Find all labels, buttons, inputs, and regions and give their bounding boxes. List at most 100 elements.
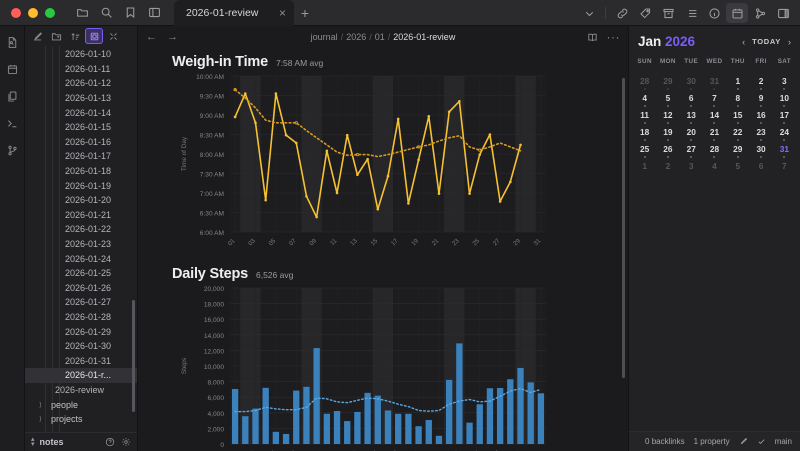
folder-tree-item-people[interactable]: ⟩ people xyxy=(25,397,137,412)
file-tree-item[interactable]: 2026-01-16 xyxy=(25,135,137,150)
help-icon[interactable] xyxy=(105,437,115,447)
file-tree[interactable]: 2026-01-10 2026-01-11 2026-01-12 2026-01-13… xyxy=(25,46,137,432)
calendar-day-cell[interactable]: 31 xyxy=(773,142,796,159)
window-controls[interactable] xyxy=(0,7,65,18)
calendar-day-cell[interactable]: 29 xyxy=(656,74,679,91)
file-tree-item[interactable]: 2026-01-29 xyxy=(25,324,137,339)
calendar-day-cell[interactable]: 19 xyxy=(656,125,679,142)
file-tree-item[interactable]: 2026-01-21 xyxy=(25,208,137,223)
calendar-day-cell[interactable]: 7 xyxy=(703,91,726,108)
forward-button[interactable]: → xyxy=(167,31,178,43)
calendar-day-cell[interactable]: 2 xyxy=(749,74,772,91)
calendar-day-cell[interactable]: 6 xyxy=(680,91,703,108)
file-tree-item[interactable]: 2026-01-25 xyxy=(25,266,137,281)
calendar-day-cell[interactable]: 23 xyxy=(749,125,772,142)
info-icon[interactable] xyxy=(703,3,725,23)
focus-icon[interactable] xyxy=(85,28,103,44)
calendar-day-cell[interactable]: 16 xyxy=(749,108,772,125)
file-tree-item[interactable]: 2026-01-20 xyxy=(25,193,137,208)
calendar-day-cell[interactable]: 17 xyxy=(773,108,796,125)
calendar-day-cell[interactable]: 29 xyxy=(726,142,749,159)
file-tree-item[interactable]: 2026-01-22 xyxy=(25,222,137,237)
collapse-all-icon[interactable] xyxy=(104,28,122,44)
calendar-day-cell[interactable]: 10 xyxy=(773,91,796,108)
file-tree-item[interactable]: 2026-01-14 xyxy=(25,105,137,120)
calendar-day-cell[interactable]: 18 xyxy=(633,125,656,142)
close-window-button[interactable] xyxy=(11,7,21,18)
breadcrumb-item[interactable]: 2026-01-review xyxy=(393,32,456,42)
archive-icon[interactable] xyxy=(657,3,679,23)
file-tree-item[interactable]: 2026-01-30 xyxy=(25,339,137,354)
chevron-right-icon[interactable]: ⟩ xyxy=(39,401,42,409)
file-tree-item[interactable]: 2026-01-27 xyxy=(25,295,137,310)
calendar-day-cell[interactable]: 8 xyxy=(726,91,749,108)
calendar-day-cell[interactable]: 13 xyxy=(680,108,703,125)
file-tree-item[interactable]: 2026-01-28 xyxy=(25,310,137,325)
file-tree-item[interactable]: 2026-01-11 xyxy=(25,62,137,77)
right-panel-icon[interactable] xyxy=(772,3,794,23)
back-button[interactable]: ← xyxy=(146,31,157,43)
file-tree-item[interactable]: 2026-01-24 xyxy=(25,251,137,266)
calendar-day-cell[interactable]: 3 xyxy=(680,159,703,176)
folder-icon[interactable] xyxy=(71,3,93,23)
calendar-day-cell[interactable]: 3 xyxy=(773,74,796,91)
file-tree-item[interactable]: 2026-01-19 xyxy=(25,178,137,193)
calendar-day-cell[interactable]: 21 xyxy=(703,125,726,142)
file-tree-item[interactable]: 2026-01-23 xyxy=(25,237,137,252)
calendar-day-cell[interactable]: 30 xyxy=(749,142,772,159)
gear-icon[interactable] xyxy=(121,437,131,447)
git-branch-icon[interactable] xyxy=(4,142,20,158)
weigh-in-chart[interactable]: 6:00 AM 6:30 AM 7:00 AM 7:30 AM 8:00 AM 8:30 … xyxy=(172,72,606,258)
calendar-day-cell[interactable]: 1 xyxy=(726,74,749,91)
new-tab-button[interactable]: + xyxy=(300,4,310,21)
file-tree-item-selected[interactable]: 2026-01-r... xyxy=(25,368,137,383)
calendar-day-cell[interactable]: 2 xyxy=(656,159,679,176)
calendar-day-cell[interactable]: 27 xyxy=(680,142,703,159)
calendar-day-cell[interactable]: 12 xyxy=(656,108,679,125)
bookmark-icon[interactable] xyxy=(119,3,141,23)
branch-name[interactable]: main xyxy=(774,437,792,446)
calendar-icon[interactable] xyxy=(4,61,20,77)
calendar-day-cell[interactable]: 30 xyxy=(680,74,703,91)
sidebar-toggle-icon[interactable] xyxy=(143,3,165,23)
calendar-day-cell[interactable]: 26 xyxy=(656,142,679,159)
calendar-day-cell[interactable]: 5 xyxy=(656,91,679,108)
breadcrumb-item[interactable]: 01 xyxy=(374,32,385,42)
pencil-icon[interactable] xyxy=(739,437,748,446)
list-icon[interactable] xyxy=(680,3,702,23)
file-tree-item[interactable]: 2026-01-12 xyxy=(25,76,137,91)
calendar-day-cell[interactable]: 25 xyxy=(633,142,656,159)
prev-month-button[interactable]: ‹ xyxy=(742,36,746,47)
breadcrumb-item[interactable]: journal xyxy=(310,32,338,42)
close-icon[interactable]: × xyxy=(278,5,286,20)
property-count[interactable]: 1 property xyxy=(693,437,730,446)
file-tree-item[interactable]: 2026-01-13 xyxy=(25,91,137,106)
calendar-day-cell[interactable]: 9 xyxy=(749,91,772,108)
copy-icon[interactable] xyxy=(4,88,20,104)
more-icon[interactable]: ··· xyxy=(606,30,620,44)
file-tree-item[interactable]: 2026-01-18 xyxy=(25,164,137,179)
file-tree-item-review[interactable]: 2026-review xyxy=(25,383,137,398)
file-tree-item[interactable]: 2026-01-15 xyxy=(25,120,137,135)
graph-icon[interactable] xyxy=(749,3,771,23)
calendar-day-cell[interactable]: 20 xyxy=(680,125,703,142)
document-scrollbar[interactable] xyxy=(622,78,625,378)
calendar-day-cell[interactable]: 1 xyxy=(633,159,656,176)
file-tree-item[interactable]: 2026-01-31 xyxy=(25,353,137,368)
new-note-icon[interactable] xyxy=(28,28,46,44)
search-icon[interactable] xyxy=(95,3,117,23)
files-icon[interactable] xyxy=(4,34,20,50)
today-button[interactable]: TODAY xyxy=(752,37,781,46)
calendar-day-cell[interactable]: 31 xyxy=(703,74,726,91)
check-icon[interactable] xyxy=(757,437,766,446)
tag-icon[interactable] xyxy=(634,3,656,23)
calendar-day-cell[interactable]: 28 xyxy=(633,74,656,91)
calendar-day-cell[interactable]: 5 xyxy=(726,159,749,176)
calendar-day-cell[interactable]: 6 xyxy=(749,159,772,176)
new-folder-icon[interactable] xyxy=(47,28,65,44)
calendar-day-cell[interactable]: 14 xyxy=(703,108,726,125)
file-tree-item[interactable]: 2026-01-10 xyxy=(25,47,137,62)
calendar-day-cell[interactable]: 28 xyxy=(703,142,726,159)
file-tree-item[interactable]: 2026-01-17 xyxy=(25,149,137,164)
file-tree-item[interactable]: 2026-01-26 xyxy=(25,281,137,296)
